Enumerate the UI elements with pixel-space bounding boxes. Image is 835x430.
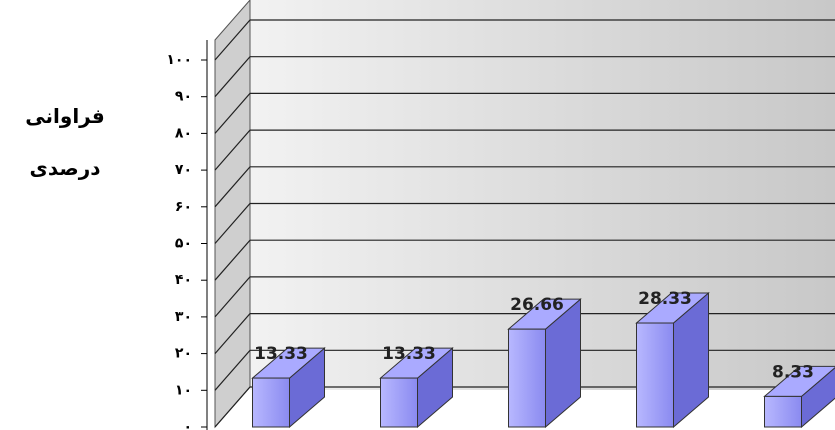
y-tick-label: ۲۰ [175, 346, 192, 362]
side-wall [214, 0, 251, 429]
grid-line [214, 19, 835, 61]
grid-line [214, 166, 835, 208]
y-tick-label: ۰ [183, 419, 192, 430]
y-tick-label: ۱۰ [175, 382, 192, 398]
grid-line [214, 202, 835, 244]
grid-line [214, 56, 835, 98]
bar [252, 377, 290, 428]
bar [508, 328, 546, 428]
y-tick-label: ۸۰ [175, 125, 192, 141]
grid-line [214, 276, 835, 318]
data-label: 8.33 [772, 362, 814, 382]
bar [636, 322, 674, 428]
y-tick-label: ۹۰ [175, 89, 192, 105]
grid-line [214, 129, 835, 171]
y-tick-label: ۵۰ [175, 236, 192, 252]
bar [764, 395, 802, 428]
y-tick-label: ۶۰ [175, 199, 192, 215]
y-tick-label: ۷۰ [175, 162, 192, 178]
y-tick-label: ۴۰ [175, 272, 192, 288]
data-label: 26.66 [510, 295, 564, 315]
grid-line [214, 239, 835, 281]
bar [380, 377, 418, 428]
data-label: 28.33 [638, 289, 692, 309]
y-tick-label: ۳۰ [175, 309, 192, 325]
grid-line [214, 92, 835, 134]
grid-line [214, 313, 835, 354]
data-label: 13.33 [382, 344, 436, 364]
data-label: 13.33 [254, 344, 308, 364]
y-tick-label: ۱۰۰ [166, 52, 192, 68]
y-axis-title: فراوانی درصدی [25, 104, 105, 180]
